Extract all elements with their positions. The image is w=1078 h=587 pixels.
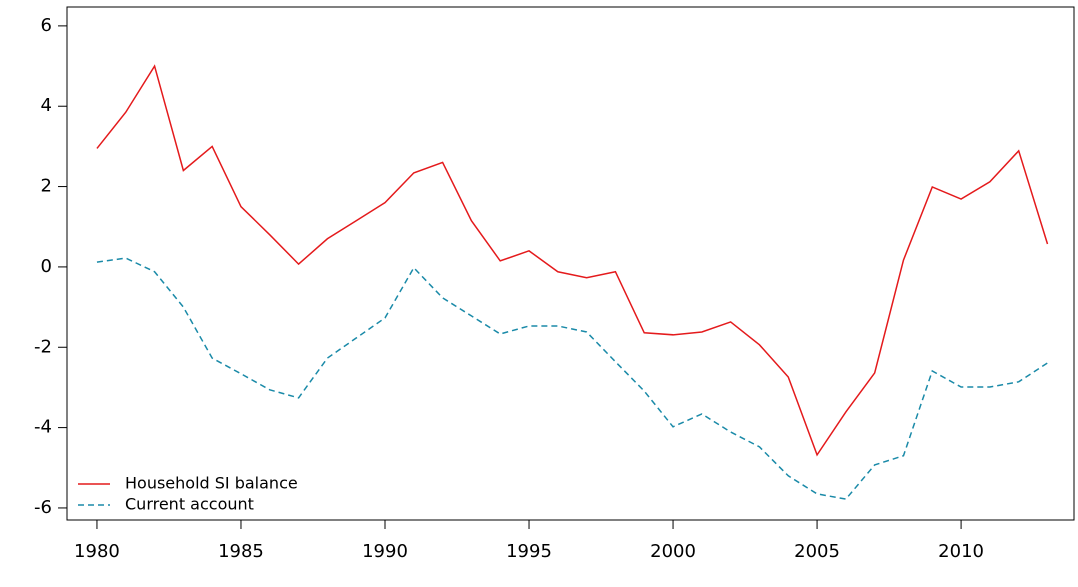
y-tick-label: 4 [41,95,52,116]
x-tick-label: 1985 [218,541,264,562]
y-tick-label: -6 [34,497,52,518]
legend-label: Household SI balance [125,474,298,493]
y-tick-label: 0 [41,256,52,277]
data-line [96,257,1048,500]
x-tick-label: 1995 [506,541,552,562]
x-tick-label: 2005 [794,541,840,562]
y-tick-label: -2 [34,336,52,357]
x-tick-label: 2000 [650,541,696,562]
plot-frame [66,6,1075,521]
x-tick-label: 1980 [74,541,120,562]
y-tick-label: 2 [41,176,52,197]
y-tick-label: 6 [41,15,52,36]
x-tick-label: 1990 [362,541,408,562]
y-tick-label: -4 [34,417,52,438]
data-line [96,64,1049,457]
legend-label: Current account [125,495,254,514]
x-tick-label: 2010 [938,541,984,562]
